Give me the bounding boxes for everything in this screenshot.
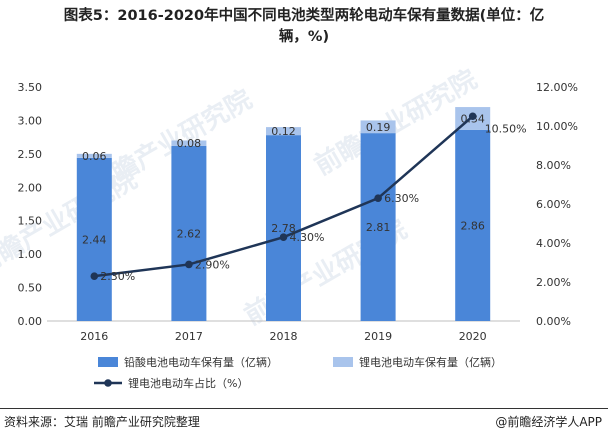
y-axis-tick-label: 0.00 xyxy=(18,315,43,328)
footer-divider xyxy=(0,408,608,409)
x-axis-tick-label: 2017 xyxy=(175,330,203,343)
x-axis-tick-label: 2019 xyxy=(364,330,392,343)
bar-lithium-label: 0.12 xyxy=(271,125,296,138)
bar-lithium xyxy=(76,153,112,158)
bar-lithium-label: 0.06 xyxy=(82,150,107,163)
brand-credit: @前瞻经济学人APP xyxy=(495,415,602,429)
x-axis-tick-label: 2016 xyxy=(80,330,108,343)
source-note: 资料来源：艾瑞 前瞻产业研究院整理 xyxy=(4,415,200,429)
line-point xyxy=(279,233,288,241)
bar-lithium-label: 0.19 xyxy=(366,121,391,134)
bar-lead-acid-label: 2.44 xyxy=(82,233,107,246)
line-point xyxy=(90,272,99,280)
bar-lead-acid xyxy=(266,135,301,321)
legend-line-marker xyxy=(104,379,112,387)
y2-axis-tick-label: 0.00% xyxy=(536,315,571,328)
legend-swatch-lithium xyxy=(333,357,353,367)
legend-label-lead-acid: 铅酸电池电动车保有量（亿辆） xyxy=(124,355,278,369)
bar-lithium-label: 0.08 xyxy=(177,137,202,150)
y-axis-tick-label: 3.00 xyxy=(18,114,43,127)
bar-lithium xyxy=(171,140,207,146)
y-axis-tick-label: 1.00 xyxy=(18,248,43,261)
chart-title-line2: 辆，%) xyxy=(278,29,330,45)
x-axis-tick-label: 2020 xyxy=(459,330,487,343)
legend-label-lithium: 锂电池电动车保有量（亿辆） xyxy=(359,355,502,369)
bar-lead-acid xyxy=(76,157,112,321)
line-point xyxy=(468,112,477,121)
bar-lead-acid xyxy=(455,129,491,321)
bar-lithium xyxy=(360,120,396,134)
x-axis-tick-label: 2018 xyxy=(270,330,298,343)
bar-lead-acid-label: 2.78 xyxy=(271,222,296,235)
chart-title-line1: 图表5：2016-2020年中国不同电池类型两轮电动车保有量数据(单位：亿 xyxy=(63,8,545,24)
legend-swatch-lead-acid xyxy=(98,357,118,367)
bar-lead-acid xyxy=(171,145,207,321)
y2-axis-tick-label: 2.00% xyxy=(536,276,571,289)
bar-lead-acid-label: 2.86 xyxy=(460,219,485,232)
y2-axis-tick-label: 12.00% xyxy=(536,81,578,94)
bar-lead-acid-label: 2.62 xyxy=(177,227,202,240)
line-point-label: 4.30% xyxy=(290,231,325,244)
line-point-label: 2.90% xyxy=(195,258,230,271)
line-point xyxy=(374,194,382,202)
chart-title: 图表5：2016-2020年中国不同电池类型两轮电动车保有量数据(单位：亿 辆，… xyxy=(0,6,608,48)
y-axis-tick-label: 2.50 xyxy=(18,148,43,161)
y-axis-tick-label: 2.00 xyxy=(18,181,43,194)
line-point-label: 6.30% xyxy=(384,192,419,205)
line-point-label: 2.30% xyxy=(100,270,135,283)
y2-axis-tick-label: 6.00% xyxy=(536,198,571,211)
y2-axis-tick-label: 10.00% xyxy=(536,120,578,133)
bar-lead-acid xyxy=(360,133,396,321)
y-axis-tick-label: 1.50 xyxy=(18,215,43,228)
y2-axis-tick-label: 8.00% xyxy=(536,159,571,172)
y-axis-tick-label: 0.50 xyxy=(18,282,43,295)
bar-lead-acid-label: 2.81 xyxy=(366,221,391,234)
legend-label-lithium-share: 锂电池电动车占比（%） xyxy=(128,376,248,390)
line-point xyxy=(185,260,193,269)
bar-lithium xyxy=(266,127,301,136)
line-point-label: 10.50% xyxy=(485,122,527,135)
y-axis-tick-label: 3.50 xyxy=(18,81,43,94)
y2-axis-tick-label: 4.00% xyxy=(536,237,571,250)
